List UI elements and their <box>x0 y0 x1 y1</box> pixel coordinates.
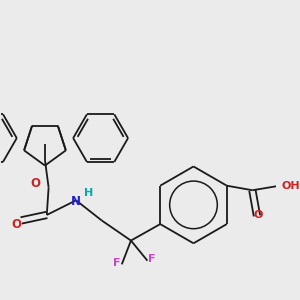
Text: N: N <box>71 195 81 208</box>
Text: F: F <box>113 258 121 268</box>
Text: O: O <box>12 218 22 231</box>
Text: O: O <box>30 177 40 190</box>
Text: F: F <box>148 254 156 264</box>
Text: O: O <box>253 209 262 220</box>
Text: H: H <box>84 188 94 198</box>
Text: OH: OH <box>282 181 300 191</box>
